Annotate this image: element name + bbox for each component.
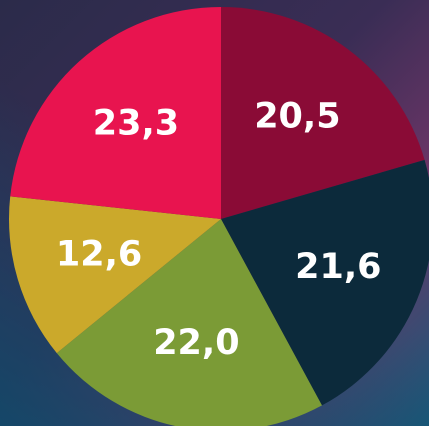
pie-slice [221, 7, 425, 219]
pie-slice [10, 7, 221, 219]
pie-slice [56, 219, 322, 426]
pie: 20,5 21,6 22,0 12,6 23,3 [8, 7, 429, 426]
slice-label: 21,6 [295, 247, 381, 287]
pie-slice [8, 196, 222, 354]
slice-label: 23,3 [93, 103, 179, 143]
pie-slice [221, 159, 429, 406]
slice-label: 22,0 [153, 323, 239, 363]
slice-label: 20,5 [254, 96, 340, 136]
slice-label: 12,6 [56, 234, 142, 274]
